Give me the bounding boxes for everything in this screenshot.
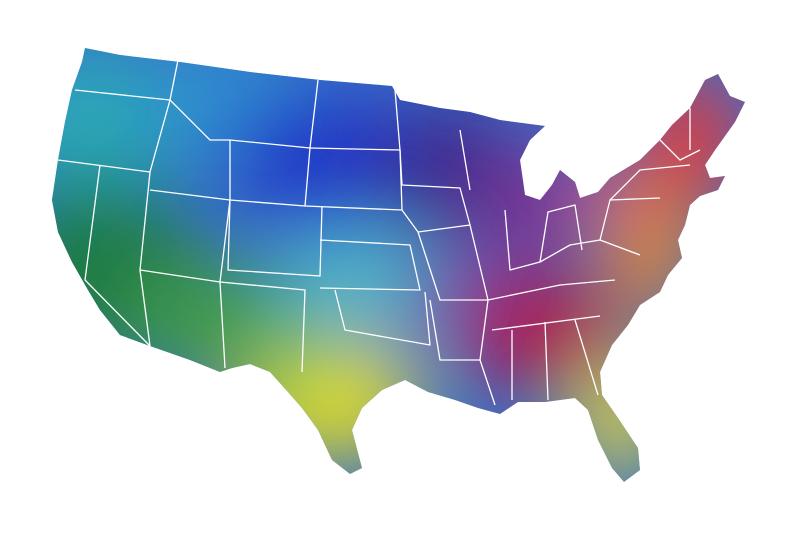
border xyxy=(227,199,323,277)
wash xyxy=(570,160,630,220)
border xyxy=(319,239,431,346)
border xyxy=(429,299,496,406)
border xyxy=(504,204,583,271)
wash xyxy=(470,150,590,250)
border xyxy=(229,140,311,207)
border xyxy=(139,269,226,369)
wash xyxy=(460,270,620,390)
border xyxy=(487,279,616,401)
wash xyxy=(52,48,180,200)
wash xyxy=(230,90,410,230)
border xyxy=(609,108,701,201)
state-borders xyxy=(57,59,701,406)
color-washes xyxy=(52,48,740,480)
border xyxy=(84,164,151,347)
wash xyxy=(270,230,450,330)
border xyxy=(219,281,306,373)
border xyxy=(399,129,471,233)
wash xyxy=(580,360,660,480)
wash xyxy=(240,340,340,400)
border xyxy=(417,224,489,301)
